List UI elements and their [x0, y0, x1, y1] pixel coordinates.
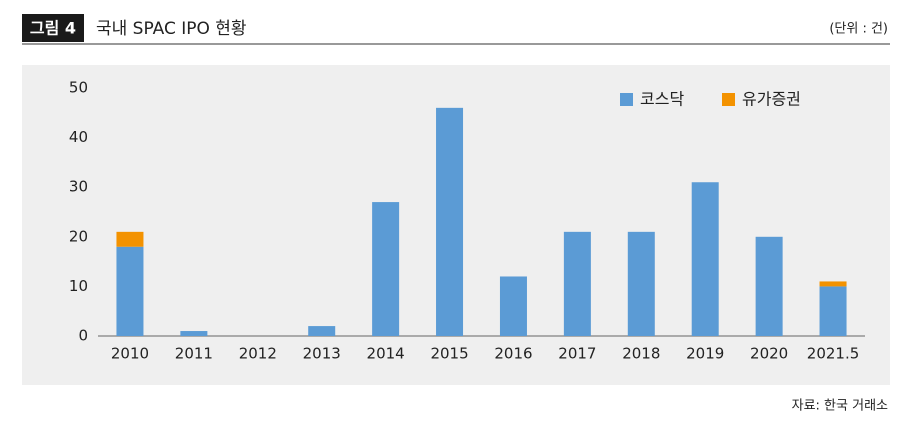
legend-swatch	[620, 93, 633, 106]
x-tick-label: 2021.5	[807, 345, 860, 363]
legend-swatch	[722, 93, 735, 106]
source: 자료: 한국 거래소	[792, 399, 888, 414]
legend-label: 유가증권	[742, 90, 801, 109]
x-tick-label: 2018	[622, 345, 660, 363]
x-tick-label: 2015	[430, 345, 468, 363]
tag-box	[22, 14, 84, 42]
y-tick-label: 0	[78, 327, 88, 345]
bar	[436, 107, 464, 336]
bar	[308, 326, 336, 336]
bar	[372, 202, 400, 336]
title: 국내 SPAC IPO 현황	[96, 19, 247, 39]
bar	[691, 182, 719, 336]
unit: (단위 : 건)	[829, 22, 888, 37]
x-tick-label: 2014	[367, 345, 405, 363]
y-tick-label: 10	[69, 277, 88, 295]
y-tick-label: 20	[69, 227, 88, 245]
bar	[819, 281, 847, 287]
bar	[116, 246, 144, 336]
y-tick-label: 40	[69, 128, 88, 146]
x-tick-label: 2012	[239, 345, 277, 363]
y-tick-label: 50	[69, 79, 88, 97]
x-tick-label: 2010	[111, 345, 149, 363]
tag: 그림 4	[30, 19, 76, 38]
bar	[116, 231, 144, 247]
x-tick-label: 2011	[175, 345, 213, 363]
legend-label: 코스닥	[640, 90, 684, 109]
x-tick-label: 2013	[303, 345, 341, 363]
bar	[755, 236, 783, 336]
x-tick-label: 2020	[750, 345, 788, 363]
x-tick-label: 2017	[558, 345, 596, 363]
y-tick-label: 30	[69, 178, 88, 196]
bar	[627, 231, 655, 336]
bar	[819, 286, 847, 336]
bar	[180, 331, 208, 336]
bar	[499, 276, 527, 336]
x-tick-label: 2016	[494, 345, 532, 363]
x-tick-label: 2019	[686, 345, 724, 363]
bar	[563, 231, 591, 336]
